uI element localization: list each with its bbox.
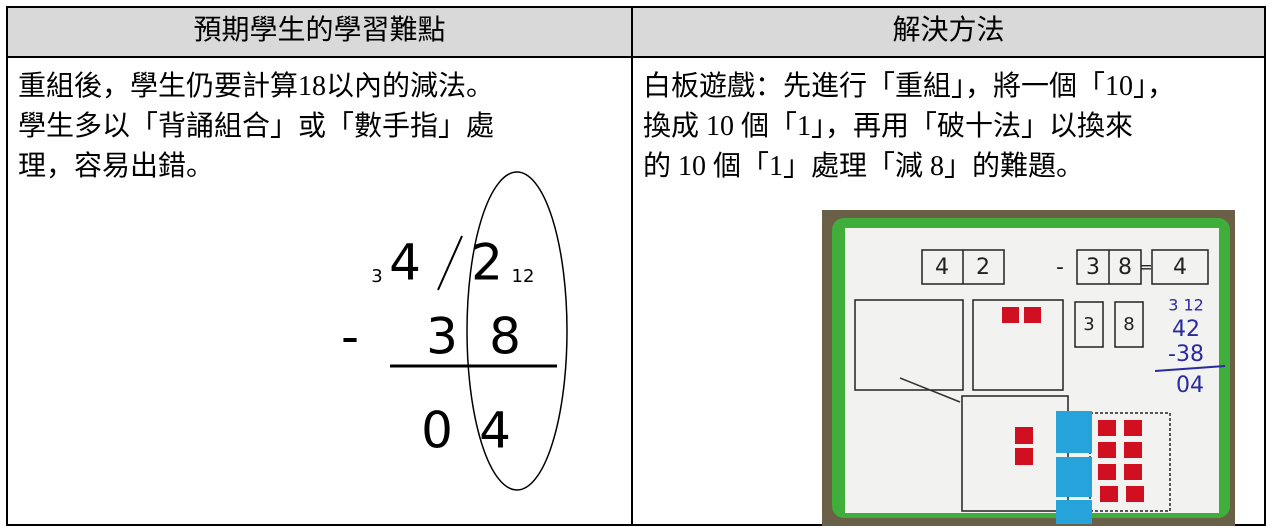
board-text: 8 [1118, 255, 1132, 280]
text-line: 重組後，學生仍要計算18以內的減法。 [18, 71, 495, 102]
body-cell: 白板遊戲：先進行「重組」，將一個「10」， 換成 10 個「1」，再用「破十法」… [631, 56, 1266, 526]
digit: 2 [471, 234, 503, 292]
text-line: 學生多以「背誦組合」或「數手指」處 [18, 111, 495, 142]
board-text: 3 [1083, 314, 1094, 335]
text-line: 換成 10 個「1」，再用「破十法」以換來 [643, 111, 1134, 142]
digit: 3 [426, 308, 458, 366]
board-text: 8 [1123, 314, 1134, 335]
text-line: 白板遊戲：先進行「重組」，將一個「10」， [643, 71, 1176, 102]
text-line: 理，容易出錯。 [18, 151, 215, 182]
board-text: 4 [935, 255, 949, 280]
hand-text: 3 12 [1168, 296, 1204, 315]
digit: - [341, 308, 359, 366]
board-text: 3 [1086, 255, 1100, 280]
header-text: 預期學生的學習難點 [193, 15, 446, 46]
digit: 3 [371, 266, 382, 287]
body-cell: 重組後，學生仍要計算18以內的減法。 學生多以「背誦組合」或「數手指」處 理，容… [6, 56, 633, 526]
board-text: 2 [976, 255, 990, 280]
digit: 0 [421, 402, 453, 460]
board-text: = [1139, 258, 1152, 277]
text-line: 的 10 個「1」處理「減 8」的難題。 [643, 151, 1085, 182]
digit: 4 [389, 234, 421, 292]
hand-text: -38 [1168, 342, 1204, 367]
subtraction-figure: 3 4 2 12 - 3 8 0 4 [341, 171, 568, 491]
digit: 8 [489, 308, 521, 366]
header-cell: 預期學生的學習難點 [6, 6, 633, 58]
hand-text: 42 [1172, 317, 1200, 342]
whiteboard-photo: 4 2 - 3 8 = 4 3 8 3 12 42 -38 04 [822, 210, 1235, 526]
digit: 12 [512, 266, 535, 287]
board-text: - [1056, 255, 1064, 280]
hand-text: 04 [1176, 373, 1204, 398]
board-text: 4 [1173, 255, 1187, 280]
ellipse [466, 171, 568, 491]
header-text: 解決方法 [892, 15, 1005, 46]
slash [437, 235, 463, 291]
